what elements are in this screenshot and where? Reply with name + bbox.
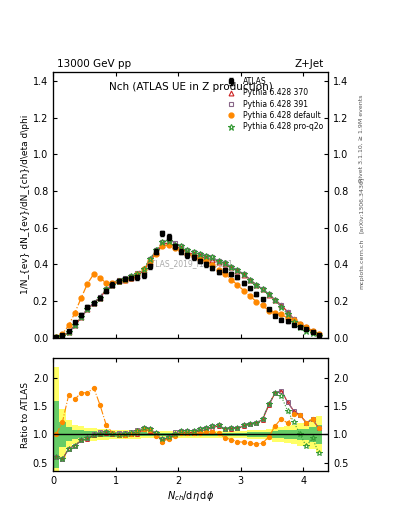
Bar — [272, 431, 278, 438]
Bar — [253, 430, 259, 439]
Bar — [309, 427, 316, 442]
Bar — [84, 431, 90, 438]
Bar — [147, 433, 153, 436]
Bar — [172, 431, 178, 438]
Bar — [97, 429, 103, 440]
Bar — [278, 431, 285, 438]
Text: ATLAS_2019_I1736531: ATLAS_2019_I1736531 — [147, 259, 234, 268]
Bar — [228, 433, 234, 436]
Bar — [234, 431, 241, 438]
Bar — [209, 433, 216, 436]
Bar — [222, 433, 228, 436]
Bar — [72, 430, 78, 439]
Text: Rivet 3.1.10, ≥ 1.9M events: Rivet 3.1.10, ≥ 1.9M events — [359, 95, 364, 182]
Bar — [165, 433, 172, 436]
Bar — [259, 430, 266, 439]
Bar — [84, 428, 90, 441]
Bar — [78, 431, 84, 438]
Bar — [153, 431, 159, 438]
Bar — [116, 432, 122, 437]
Bar — [216, 433, 222, 436]
Y-axis label: Ratio to ATLAS: Ratio to ATLAS — [21, 382, 30, 447]
Bar — [159, 432, 165, 437]
Bar — [97, 432, 103, 437]
Bar — [103, 429, 109, 440]
Bar — [303, 423, 309, 446]
Bar — [203, 431, 209, 438]
Bar — [165, 431, 172, 437]
Bar — [197, 433, 203, 436]
Text: mcplots.cern.ch: mcplots.cern.ch — [359, 238, 364, 289]
Bar — [78, 426, 84, 442]
Bar — [203, 433, 209, 436]
Legend: ATLAS, Pythia 6.428 370, Pythia 6.428 391, Pythia 6.428 default, Pythia 6.428 pr: ATLAS, Pythia 6.428 370, Pythia 6.428 39… — [221, 75, 324, 133]
Bar — [122, 430, 128, 439]
Bar — [109, 432, 116, 437]
Bar — [184, 433, 191, 436]
Bar — [72, 425, 78, 444]
Bar — [209, 431, 216, 438]
Bar — [153, 433, 159, 436]
Bar — [191, 433, 197, 436]
Bar — [178, 433, 184, 436]
Bar — [103, 432, 109, 437]
Bar — [247, 432, 253, 437]
Bar — [309, 419, 316, 450]
Bar — [285, 430, 291, 439]
Bar — [172, 433, 178, 436]
Bar — [278, 426, 285, 442]
Text: Nch (ATLAS UE in Z production): Nch (ATLAS UE in Z production) — [109, 82, 272, 92]
Bar — [141, 431, 147, 438]
Bar — [59, 422, 66, 447]
Bar — [291, 430, 297, 439]
Bar — [266, 429, 272, 440]
Text: 13000 GeV pp: 13000 GeV pp — [57, 59, 131, 69]
Bar — [253, 432, 259, 437]
Bar — [197, 431, 203, 438]
Bar — [90, 428, 97, 441]
Bar — [122, 432, 128, 437]
Bar — [59, 410, 66, 459]
Bar — [66, 428, 72, 441]
Bar — [316, 425, 322, 444]
Text: [arXiv:1306.3436]: [arXiv:1306.3436] — [359, 177, 364, 233]
Bar — [247, 430, 253, 439]
Bar — [90, 431, 97, 438]
Bar — [66, 420, 72, 449]
Bar — [159, 433, 165, 436]
Bar — [53, 367, 59, 502]
Bar — [191, 431, 197, 438]
Bar — [128, 430, 134, 439]
Bar — [291, 425, 297, 444]
Bar — [316, 416, 322, 453]
Bar — [53, 400, 59, 468]
Y-axis label: 1/N_{ev} dN_{ev}/dN_{ch}/d\eta d\phi: 1/N_{ev} dN_{ev}/dN_{ch}/d\eta d\phi — [21, 115, 30, 294]
Bar — [234, 433, 241, 436]
Bar — [272, 427, 278, 442]
Bar — [297, 423, 303, 446]
Bar — [147, 431, 153, 438]
Bar — [128, 432, 134, 437]
Bar — [116, 430, 122, 439]
Bar — [178, 431, 184, 438]
Bar — [241, 433, 247, 436]
Bar — [228, 431, 234, 438]
Bar — [109, 430, 116, 439]
Text: Z+Jet: Z+Jet — [295, 59, 324, 69]
Bar — [241, 431, 247, 438]
Bar — [222, 431, 228, 438]
Bar — [134, 430, 141, 438]
Bar — [303, 429, 309, 440]
Bar — [297, 429, 303, 440]
X-axis label: $N_{ch}/\mathrm{d}\eta\,\mathrm{d}\phi$: $N_{ch}/\mathrm{d}\eta\,\mathrm{d}\phi$ — [167, 488, 214, 503]
Bar — [141, 433, 147, 436]
Bar — [259, 432, 266, 437]
Bar — [184, 431, 191, 438]
Bar — [266, 432, 272, 437]
Bar — [285, 425, 291, 443]
Bar — [216, 431, 222, 438]
Bar — [134, 432, 141, 436]
